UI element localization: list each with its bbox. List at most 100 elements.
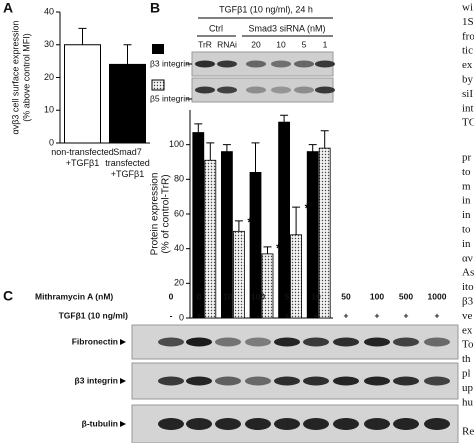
side-text: ve xyxy=(462,310,473,322)
blot-band xyxy=(215,376,241,386)
lane-value: 100 xyxy=(251,291,265,301)
error-bar xyxy=(206,142,215,161)
side-text: hu xyxy=(462,396,474,408)
side-text: fro xyxy=(462,30,474,42)
error-bar xyxy=(308,144,317,152)
y-axis-label: Protein expression(% of control-TrR) xyxy=(149,173,171,256)
lane-value: 500 xyxy=(399,291,413,301)
blot-band xyxy=(271,60,291,68)
lane-value: 10 xyxy=(311,291,321,301)
side-text: ito xyxy=(462,281,474,293)
blot-band xyxy=(217,86,237,94)
lane-value: + xyxy=(197,310,202,320)
band-label: β-tubulin xyxy=(82,418,118,428)
blot-band xyxy=(186,337,212,347)
group-label: Smad3 siRNA (nM) xyxy=(248,23,325,33)
legend-swatch xyxy=(151,79,165,91)
blot-band xyxy=(245,337,271,347)
blot-band xyxy=(245,376,271,386)
band-arrow xyxy=(120,378,126,384)
side-text: up xyxy=(462,382,474,394)
side-text: TC xyxy=(462,117,474,129)
side-text: wi xyxy=(462,2,473,14)
blot-band xyxy=(364,337,390,347)
blot-band xyxy=(364,376,390,386)
blot-band xyxy=(274,376,300,386)
legend-label: β3 integrin xyxy=(150,58,190,68)
blot-band xyxy=(246,60,266,68)
lane-label: RNAi xyxy=(217,39,237,49)
bar xyxy=(220,151,233,319)
bar xyxy=(192,132,205,319)
blot-band xyxy=(333,337,359,347)
lane-label: 1 xyxy=(323,39,328,49)
bar xyxy=(109,63,146,144)
lane-value: 10 xyxy=(223,291,233,301)
blot-band xyxy=(315,86,335,94)
side-text: As xyxy=(462,267,474,279)
side-text: in xyxy=(462,209,471,221)
bar xyxy=(204,159,217,319)
row-label: Mithramycin A (nM) xyxy=(35,291,113,301)
blot-band xyxy=(424,418,450,430)
legend-swatch xyxy=(152,44,164,54)
band-arrow xyxy=(120,339,126,345)
row-label: TGFβ1 (10 ng/ml) xyxy=(59,310,129,320)
blot-band xyxy=(424,337,450,347)
bar xyxy=(318,147,331,319)
lane-value: 1000 xyxy=(428,291,447,301)
x-tick-label: non-transfected +TGFβ1 xyxy=(51,147,114,168)
blot xyxy=(191,77,334,103)
blot-band xyxy=(274,337,300,347)
side-text: ex xyxy=(462,324,473,336)
blot-band xyxy=(245,418,271,430)
lane-value: 0 xyxy=(197,291,202,301)
blot-band xyxy=(364,418,390,430)
error-bar xyxy=(263,246,272,254)
band-label: Fibronectin xyxy=(72,336,118,346)
side-text: m xyxy=(462,180,471,192)
lane-value: 5 xyxy=(285,291,290,301)
group-label: Ctrl xyxy=(209,23,223,33)
error-bar xyxy=(123,44,132,65)
bar xyxy=(261,253,274,319)
blot-band xyxy=(215,418,241,430)
bar xyxy=(249,171,262,319)
lane-value: - xyxy=(170,310,173,320)
y-tick-label: 0 xyxy=(49,137,54,147)
blot-band xyxy=(195,86,215,94)
side-text: pr xyxy=(462,152,472,164)
lane-value: 50 xyxy=(341,291,351,301)
blot-band xyxy=(333,418,359,430)
bar xyxy=(64,44,101,144)
side-text: 1S xyxy=(462,16,474,28)
blot-band xyxy=(274,418,300,430)
error-bar xyxy=(194,123,203,133)
error-bar xyxy=(280,114,289,123)
side-text: by xyxy=(462,74,474,86)
y-tick-label: 20 xyxy=(44,72,54,82)
y-tick-label: 80 xyxy=(174,174,184,184)
side-text: th xyxy=(462,353,471,365)
error-bar xyxy=(292,206,301,235)
blot-header: TGFβ1 (10 ng/ml), 24 h xyxy=(219,4,313,14)
panel-label: C xyxy=(3,288,13,304)
panel-label: A xyxy=(3,0,13,16)
y-tick-label: 0 xyxy=(179,312,184,322)
lane-label: TrR xyxy=(198,39,212,49)
y-tick-label: 40 xyxy=(174,243,184,253)
lane-value: - xyxy=(257,310,260,320)
lane-value: + xyxy=(435,310,440,320)
blot-band xyxy=(303,418,329,430)
blot-band xyxy=(303,376,329,386)
blot-band xyxy=(158,418,184,430)
lane-value: + xyxy=(375,310,380,320)
error-bar xyxy=(251,142,260,173)
side-text: in xyxy=(462,238,471,250)
side-text: int xyxy=(462,102,474,114)
blot-band xyxy=(393,418,419,430)
blot-band xyxy=(303,337,329,347)
lane-label: 20 xyxy=(251,39,261,49)
side-text: ex xyxy=(462,59,473,71)
